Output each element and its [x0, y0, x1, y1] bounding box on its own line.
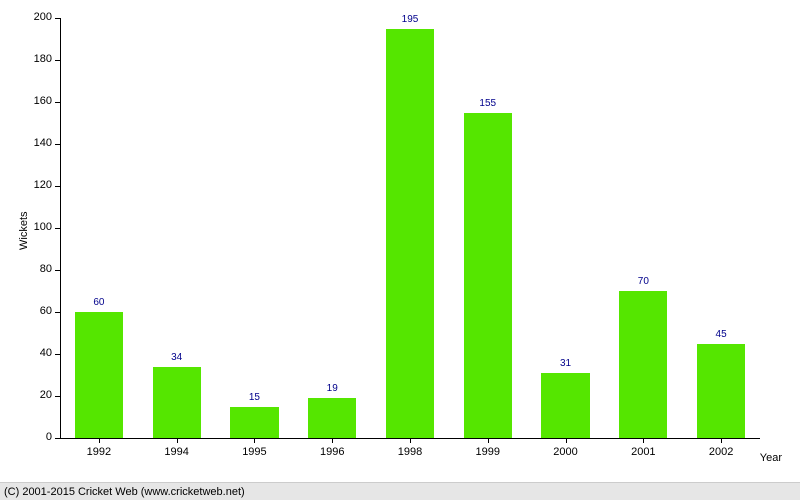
- y-tick-label: 0: [12, 431, 52, 443]
- copyright-footer: (C) 2001-2015 Cricket Web (www.cricketwe…: [0, 482, 800, 500]
- x-tick-label: 1999: [458, 446, 518, 458]
- bar: [75, 312, 123, 438]
- x-tick: [254, 438, 255, 443]
- bar-value-label: 34: [147, 352, 207, 363]
- y-tick-label: 80: [12, 263, 52, 275]
- x-tick: [488, 438, 489, 443]
- y-tick-label: 20: [12, 389, 52, 401]
- x-tick: [332, 438, 333, 443]
- y-tick: [55, 228, 60, 229]
- bar: [230, 407, 278, 439]
- y-tick: [55, 312, 60, 313]
- x-tick-label: 1998: [380, 446, 440, 458]
- y-tick-label: 200: [12, 11, 52, 23]
- y-tick: [55, 438, 60, 439]
- y-tick: [55, 18, 60, 19]
- x-tick: [566, 438, 567, 443]
- y-tick: [55, 270, 60, 271]
- y-tick-label: 120: [12, 179, 52, 191]
- bar: [386, 29, 434, 439]
- bar-value-label: 19: [302, 383, 362, 394]
- bar-value-label: 15: [224, 392, 284, 403]
- bar-value-label: 195: [380, 14, 440, 25]
- x-tick-label: 1992: [69, 446, 129, 458]
- bar-value-label: 70: [613, 276, 673, 287]
- x-tick: [177, 438, 178, 443]
- y-tick-label: 60: [12, 305, 52, 317]
- bar: [619, 291, 667, 438]
- x-tick-label: 1994: [147, 446, 207, 458]
- x-tick: [643, 438, 644, 443]
- wickets-bar-chart: Wickets Year 020406080100120140160180200…: [0, 0, 800, 500]
- bar-value-label: 155: [458, 98, 518, 109]
- y-axis: [60, 18, 61, 438]
- x-tick: [99, 438, 100, 443]
- bar: [541, 373, 589, 438]
- y-tick: [55, 186, 60, 187]
- y-tick-label: 140: [12, 137, 52, 149]
- bar-value-label: 60: [69, 297, 129, 308]
- y-tick-label: 180: [12, 53, 52, 65]
- x-axis-title: Year: [760, 452, 782, 464]
- bar: [464, 113, 512, 439]
- y-tick-label: 100: [12, 221, 52, 233]
- y-tick-label: 40: [12, 347, 52, 359]
- x-tick-label: 2001: [613, 446, 673, 458]
- y-tick: [55, 396, 60, 397]
- bar-value-label: 31: [536, 358, 596, 369]
- x-tick-label: 2000: [536, 446, 596, 458]
- y-tick: [55, 60, 60, 61]
- x-tick-label: 1996: [302, 446, 362, 458]
- x-tick-label: 1995: [224, 446, 284, 458]
- bar-value-label: 45: [691, 329, 751, 340]
- x-tick-label: 2002: [691, 446, 751, 458]
- x-tick: [410, 438, 411, 443]
- bar: [697, 344, 745, 439]
- y-tick: [55, 354, 60, 355]
- x-tick: [721, 438, 722, 443]
- y-tick: [55, 144, 60, 145]
- plot-area: 0204060801001201401601802006019923419941…: [60, 18, 760, 438]
- bar: [308, 398, 356, 438]
- y-tick-label: 160: [12, 95, 52, 107]
- bar: [153, 367, 201, 438]
- y-tick: [55, 102, 60, 103]
